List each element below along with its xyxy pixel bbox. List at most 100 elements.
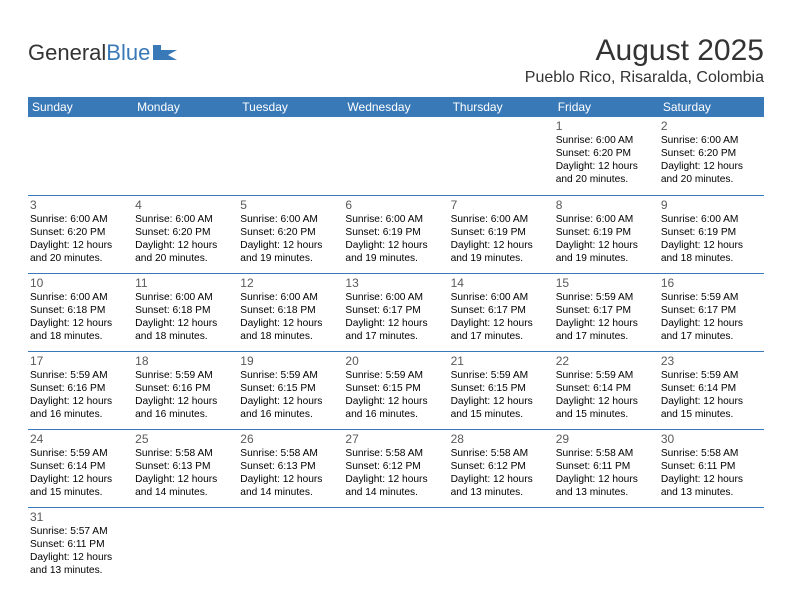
calendar-day: 8Sunrise: 6:00 AMSunset: 6:19 PMDaylight…: [554, 195, 659, 273]
day-details: Sunrise: 6:00 AMSunset: 6:20 PMDaylight:…: [240, 213, 339, 265]
calendar-header: SundayMondayTuesdayWednesdayThursdayFrid…: [28, 97, 764, 117]
day-number: 23: [661, 354, 760, 368]
calendar-week: 3Sunrise: 6:00 AMSunset: 6:20 PMDaylight…: [28, 195, 764, 273]
day-number: 26: [240, 432, 339, 446]
calendar-day: 12Sunrise: 6:00 AMSunset: 6:18 PMDayligh…: [238, 273, 343, 351]
calendar-day: 14Sunrise: 6:00 AMSunset: 6:17 PMDayligh…: [449, 273, 554, 351]
calendar-day: 5Sunrise: 6:00 AMSunset: 6:20 PMDaylight…: [238, 195, 343, 273]
calendar-table: SundayMondayTuesdayWednesdayThursdayFrid…: [28, 97, 764, 585]
day-details: Sunrise: 5:58 AMSunset: 6:13 PMDaylight:…: [135, 447, 234, 499]
day-details: Sunrise: 5:58 AMSunset: 6:12 PMDaylight:…: [345, 447, 444, 499]
day-number: 11: [135, 276, 234, 290]
calendar-day: 17Sunrise: 5:59 AMSunset: 6:16 PMDayligh…: [28, 351, 133, 429]
calendar-day: 31Sunrise: 5:57 AMSunset: 6:11 PMDayligh…: [28, 507, 133, 585]
day-number: 22: [556, 354, 655, 368]
title-block: August 2025 Pueblo Rico, Risaralda, Colo…: [525, 34, 764, 87]
header: GeneralBlue August 2025 Pueblo Rico, Ris…: [28, 34, 764, 87]
day-details: Sunrise: 6:00 AMSunset: 6:17 PMDaylight:…: [451, 291, 550, 343]
calendar-page: GeneralBlue August 2025 Pueblo Rico, Ris…: [0, 0, 792, 585]
calendar-day: 2Sunrise: 6:00 AMSunset: 6:20 PMDaylight…: [659, 117, 764, 195]
calendar-week: 10Sunrise: 6:00 AMSunset: 6:18 PMDayligh…: [28, 273, 764, 351]
day-number: 2: [661, 119, 760, 133]
calendar-day-empty: [238, 507, 343, 585]
day-number: 1: [556, 119, 655, 133]
location: Pueblo Rico, Risaralda, Colombia: [525, 69, 764, 87]
day-number: 15: [556, 276, 655, 290]
day-details: Sunrise: 6:00 AMSunset: 6:19 PMDaylight:…: [451, 213, 550, 265]
day-details: Sunrise: 6:00 AMSunset: 6:18 PMDaylight:…: [30, 291, 129, 343]
day-number: 5: [240, 198, 339, 212]
calendar-day-empty: [343, 117, 448, 195]
weekday-header: Saturday: [659, 97, 764, 117]
calendar-week: 1Sunrise: 6:00 AMSunset: 6:20 PMDaylight…: [28, 117, 764, 195]
day-details: Sunrise: 6:00 AMSunset: 6:20 PMDaylight:…: [556, 134, 655, 186]
calendar-day: 1Sunrise: 6:00 AMSunset: 6:20 PMDaylight…: [554, 117, 659, 195]
weekday-header: Wednesday: [343, 97, 448, 117]
day-number: 7: [451, 198, 550, 212]
day-details: Sunrise: 5:59 AMSunset: 6:14 PMDaylight:…: [556, 369, 655, 421]
day-number: 6: [345, 198, 444, 212]
calendar-day: 22Sunrise: 5:59 AMSunset: 6:14 PMDayligh…: [554, 351, 659, 429]
weekday-header: Friday: [554, 97, 659, 117]
calendar-day-empty: [238, 117, 343, 195]
day-number: 29: [556, 432, 655, 446]
day-details: Sunrise: 6:00 AMSunset: 6:18 PMDaylight:…: [135, 291, 234, 343]
day-details: Sunrise: 6:00 AMSunset: 6:19 PMDaylight:…: [345, 213, 444, 265]
day-number: 20: [345, 354, 444, 368]
calendar-day: 16Sunrise: 5:59 AMSunset: 6:17 PMDayligh…: [659, 273, 764, 351]
day-details: Sunrise: 5:59 AMSunset: 6:16 PMDaylight:…: [135, 369, 234, 421]
day-details: Sunrise: 5:58 AMSunset: 6:11 PMDaylight:…: [661, 447, 760, 499]
calendar-day-empty: [28, 117, 133, 195]
day-number: 19: [240, 354, 339, 368]
day-details: Sunrise: 5:59 AMSunset: 6:17 PMDaylight:…: [556, 291, 655, 343]
day-number: 14: [451, 276, 550, 290]
day-number: 17: [30, 354, 129, 368]
day-number: 25: [135, 432, 234, 446]
day-number: 16: [661, 276, 760, 290]
day-number: 12: [240, 276, 339, 290]
day-number: 8: [556, 198, 655, 212]
weekday-header: Monday: [133, 97, 238, 117]
calendar-day-empty: [554, 507, 659, 585]
logo: GeneralBlue: [28, 40, 178, 66]
calendar-day-empty: [133, 117, 238, 195]
day-details: Sunrise: 5:58 AMSunset: 6:13 PMDaylight:…: [240, 447, 339, 499]
calendar-day: 15Sunrise: 5:59 AMSunset: 6:17 PMDayligh…: [554, 273, 659, 351]
day-details: Sunrise: 6:00 AMSunset: 6:20 PMDaylight:…: [30, 213, 129, 265]
calendar-day: 4Sunrise: 6:00 AMSunset: 6:20 PMDaylight…: [133, 195, 238, 273]
day-details: Sunrise: 6:00 AMSunset: 6:19 PMDaylight:…: [661, 213, 760, 265]
day-number: 18: [135, 354, 234, 368]
day-number: 30: [661, 432, 760, 446]
calendar-day: 7Sunrise: 6:00 AMSunset: 6:19 PMDaylight…: [449, 195, 554, 273]
day-details: Sunrise: 5:59 AMSunset: 6:17 PMDaylight:…: [661, 291, 760, 343]
calendar-day: 30Sunrise: 5:58 AMSunset: 6:11 PMDayligh…: [659, 429, 764, 507]
day-details: Sunrise: 5:57 AMSunset: 6:11 PMDaylight:…: [30, 525, 129, 577]
flag-icon: [152, 43, 178, 61]
day-details: Sunrise: 5:58 AMSunset: 6:11 PMDaylight:…: [556, 447, 655, 499]
calendar-day-empty: [133, 507, 238, 585]
calendar-body: 1Sunrise: 6:00 AMSunset: 6:20 PMDaylight…: [28, 117, 764, 585]
day-details: Sunrise: 6:00 AMSunset: 6:20 PMDaylight:…: [135, 213, 234, 265]
calendar-week: 17Sunrise: 5:59 AMSunset: 6:16 PMDayligh…: [28, 351, 764, 429]
calendar-day: 20Sunrise: 5:59 AMSunset: 6:15 PMDayligh…: [343, 351, 448, 429]
calendar-day-empty: [449, 507, 554, 585]
day-details: Sunrise: 6:00 AMSunset: 6:20 PMDaylight:…: [661, 134, 760, 186]
calendar-week: 24Sunrise: 5:59 AMSunset: 6:14 PMDayligh…: [28, 429, 764, 507]
calendar-day-empty: [449, 117, 554, 195]
calendar-day: 28Sunrise: 5:58 AMSunset: 6:12 PMDayligh…: [449, 429, 554, 507]
day-number: 27: [345, 432, 444, 446]
day-details: Sunrise: 5:59 AMSunset: 6:15 PMDaylight:…: [345, 369, 444, 421]
weekday-header: Tuesday: [238, 97, 343, 117]
weekday-header: Sunday: [28, 97, 133, 117]
calendar-day: 13Sunrise: 6:00 AMSunset: 6:17 PMDayligh…: [343, 273, 448, 351]
day-details: Sunrise: 5:59 AMSunset: 6:14 PMDaylight:…: [661, 369, 760, 421]
calendar-day: 11Sunrise: 6:00 AMSunset: 6:18 PMDayligh…: [133, 273, 238, 351]
calendar-day: 24Sunrise: 5:59 AMSunset: 6:14 PMDayligh…: [28, 429, 133, 507]
day-number: 31: [30, 510, 129, 524]
day-details: Sunrise: 5:59 AMSunset: 6:16 PMDaylight:…: [30, 369, 129, 421]
calendar-day-empty: [659, 507, 764, 585]
logo-text-2: Blue: [106, 40, 150, 66]
weekday-header: Thursday: [449, 97, 554, 117]
day-details: Sunrise: 6:00 AMSunset: 6:19 PMDaylight:…: [556, 213, 655, 265]
calendar-day: 27Sunrise: 5:58 AMSunset: 6:12 PMDayligh…: [343, 429, 448, 507]
